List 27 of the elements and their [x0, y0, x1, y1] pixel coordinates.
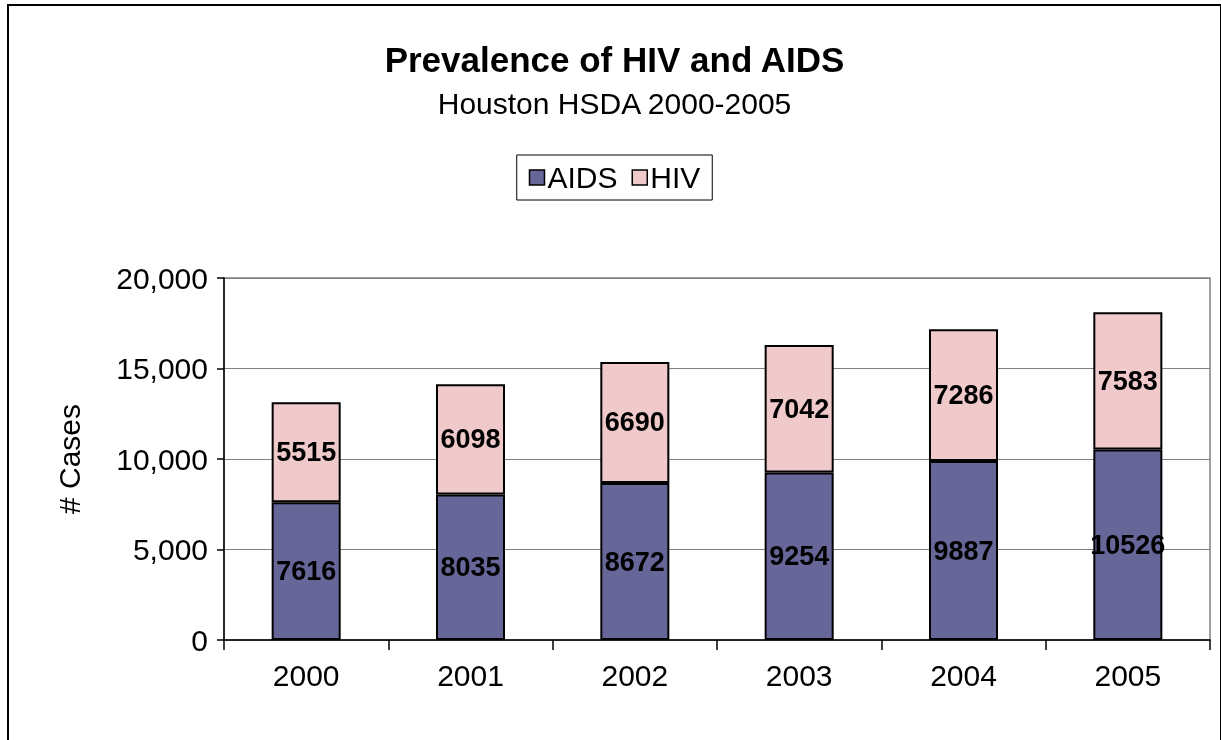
data-label: 7583	[1097, 365, 1158, 396]
data-label: 5515	[276, 437, 337, 468]
data-label: 6690	[604, 407, 665, 438]
y-axis-title: # Cases	[52, 403, 86, 515]
x-tick-label: 2002	[601, 658, 669, 692]
data-label: 6098	[440, 424, 501, 455]
data-label: 7042	[769, 393, 830, 424]
legend-label: AIDS	[547, 161, 618, 194]
data-label: 7616	[276, 556, 337, 587]
data-label: 8035	[440, 552, 501, 583]
data-label: 9887	[933, 535, 994, 566]
y-tick-label: 10,000	[116, 442, 208, 476]
y-tick-label: 15,000	[116, 352, 208, 385]
x-tick-label: 2004	[930, 658, 997, 692]
chart-subtitle: Houston HSDA 2000-2005	[437, 86, 792, 120]
x-tick-label: 2005	[1094, 658, 1162, 692]
x-tick-label: 2001	[437, 658, 504, 692]
x-tick-label: 2000	[272, 658, 340, 692]
x-tick-label: 2003	[765, 658, 833, 692]
data-label: 9254	[769, 541, 830, 572]
chart-title: Prevalence of HIV and AIDS	[384, 39, 845, 79]
y-tick-label: 0	[191, 623, 208, 657]
data-label: 8672	[604, 546, 665, 577]
y-tick-label: 20,000	[116, 261, 208, 295]
data-label: 7286	[933, 380, 994, 411]
y-tick-label: 5,000	[132, 533, 208, 566]
legend-label: HIV	[650, 161, 701, 194]
